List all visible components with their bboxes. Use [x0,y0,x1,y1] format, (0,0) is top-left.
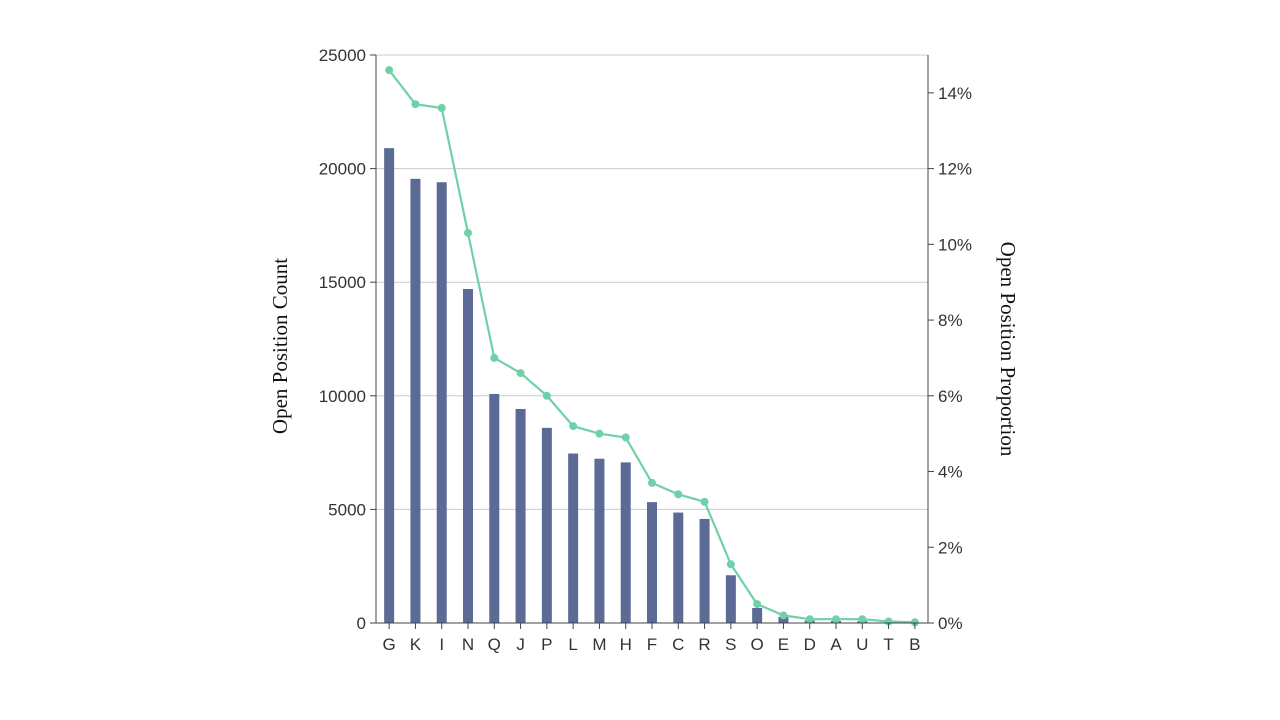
y-tick-label: 5000 [328,500,366,519]
x-tick-label: L [568,635,577,654]
line-point [674,490,683,499]
y-tick-label: 15000 [319,273,366,292]
line-point [542,391,551,400]
x-tick-label: P [541,635,552,654]
x-tick-label: H [620,635,632,654]
bar [778,617,789,623]
y2-tick-label: 2% [938,538,963,557]
tick-labels: 0 5000 10000 15000 20000 25000 0% 2% 4% 6% 8% 10% 12… [319,46,972,654]
x-tick-label: N [462,635,474,654]
bar [436,182,447,623]
line-point [464,228,472,237]
bar-series [384,148,920,624]
bar [620,462,631,623]
y2-tick-label: 12% [938,160,972,179]
line-point [437,104,446,113]
x-tick-label: R [698,635,710,654]
bar [725,575,736,623]
bar [647,502,657,623]
line-point [569,422,578,431]
y2-tick-label: 0% [938,614,963,633]
line-point [779,611,788,620]
line-point [832,615,840,624]
bar [752,608,763,623]
x-tick-label: F [647,635,657,654]
x-tick-label: M [592,635,606,654]
x-tick-label: J [516,635,525,654]
x-tick-label: K [410,635,422,654]
bar [463,289,473,623]
line-point [910,618,919,627]
line-point [621,433,630,442]
x-tick-label: T [883,635,893,654]
x-tick-label: B [909,635,920,654]
bar [594,458,605,623]
y2-tick-label: 8% [938,311,963,330]
line-point [411,100,420,109]
gridlines [376,54,928,510]
line-point [490,353,499,362]
x-tick-label: E [778,635,789,654]
y-tick-label: 10000 [319,387,366,406]
y2-tick-label: 10% [938,235,972,254]
line-series [385,66,919,627]
y-tick-label: 20000 [319,160,366,179]
x-tick-label: G [383,635,396,654]
line-point [858,615,867,624]
x-tick-label: I [439,635,444,654]
x-tick-label: C [672,635,684,654]
line-point [385,66,394,75]
x-tick-label: O [751,635,764,654]
bar [410,178,421,623]
bar [699,518,710,623]
x-tick-label: S [725,635,736,654]
y2-tick-label: 6% [938,387,963,406]
line-point [648,478,656,487]
y2-axis-title: Open Position Proportion [996,242,1020,457]
axes [370,54,934,629]
line-point [805,615,814,624]
line-point [753,600,762,609]
line-point [700,497,709,506]
y-tick-label: 25000 [319,46,366,65]
line-point [516,369,525,378]
bar [568,453,579,623]
y2-tick-label: 4% [938,463,963,482]
bar [515,408,526,623]
bar [541,427,552,623]
y-tick-label: 0 [357,614,366,633]
x-tick-label: U [856,635,868,654]
line-point [726,560,735,569]
y2-tick-label: 14% [938,84,972,103]
y-axis-title: Open Position Count [268,258,292,434]
x-tick-label: Q [488,635,501,654]
bar [384,148,395,624]
x-tick-label: A [830,635,842,654]
line-point [595,429,604,438]
x-tick-label: D [804,635,816,654]
bar [489,393,500,623]
bar [673,512,684,623]
